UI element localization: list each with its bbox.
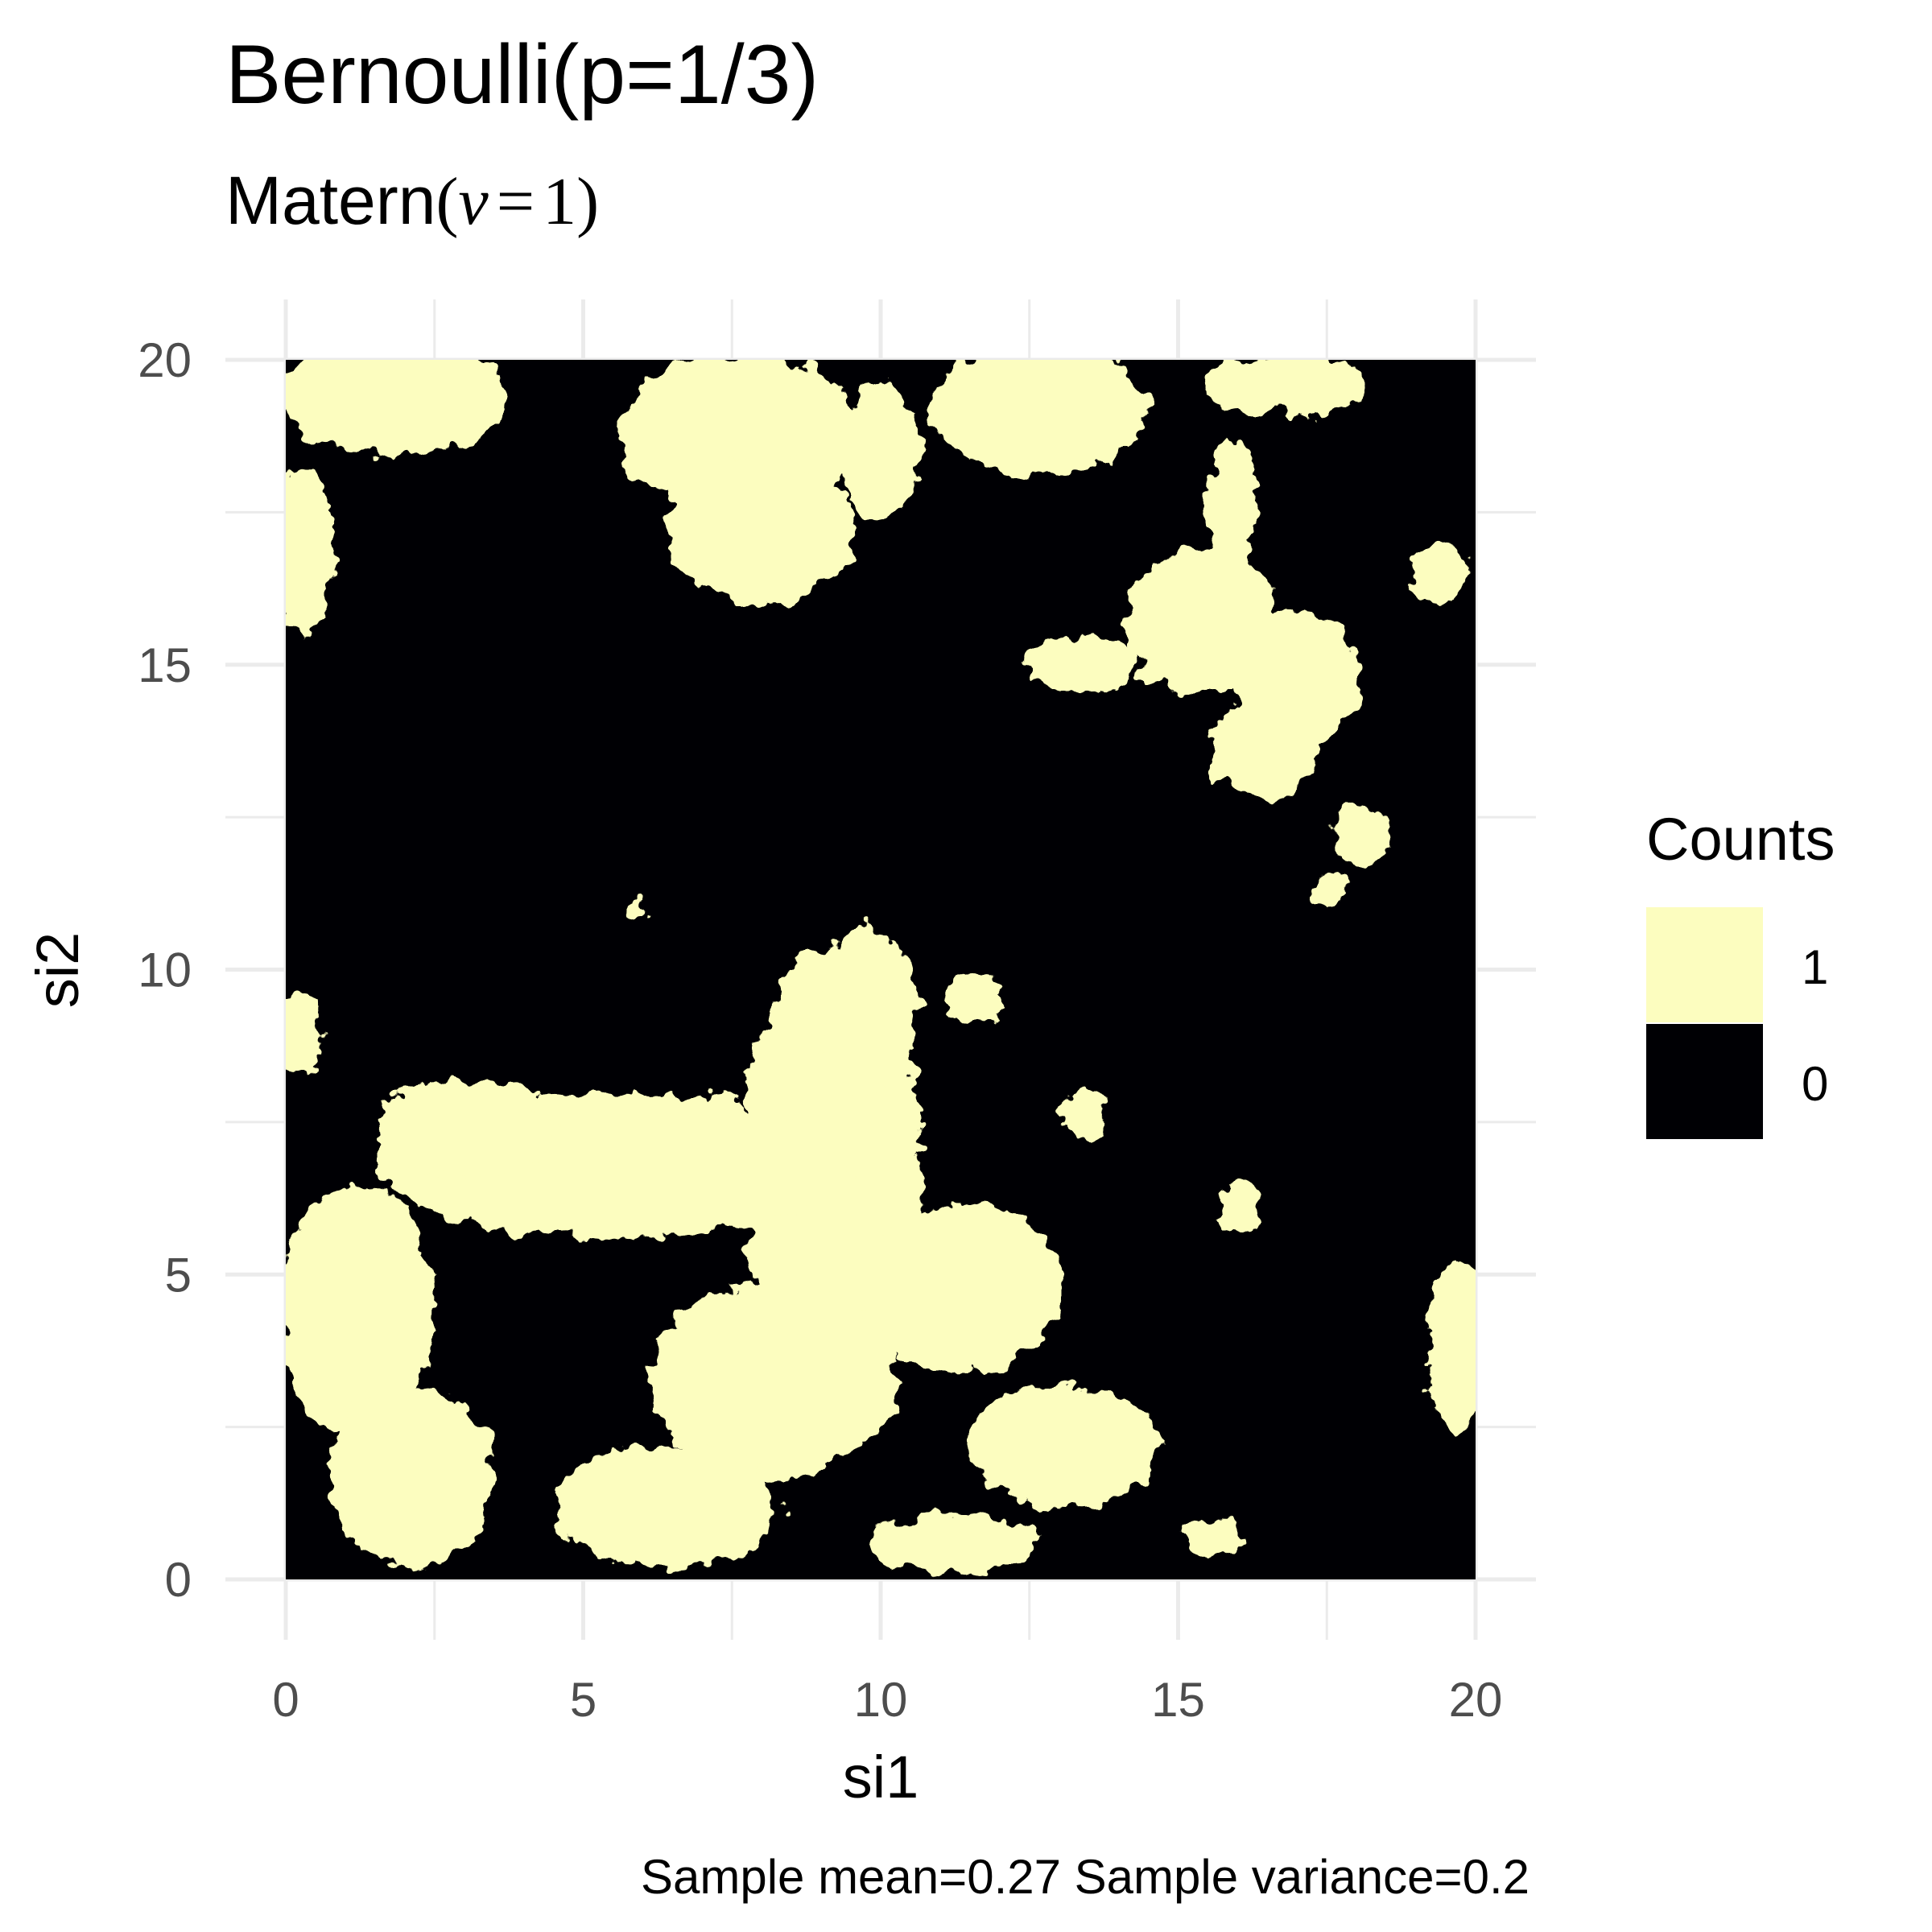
plot-panel: [286, 360, 1476, 1579]
x-tick-label: 10: [854, 1673, 908, 1727]
region-right-center-dot: [946, 976, 1006, 1025]
region-top-right-small: [1202, 360, 1368, 415]
chart-caption: Sample mean=0.27 Sample variance=0.2: [641, 1850, 1530, 1904]
region-right-edge-lower: [1427, 1262, 1476, 1434]
legend-swatch-0: [1646, 1024, 1763, 1139]
region-lower-right-foot: [869, 1512, 1036, 1574]
region-lower-center-ridge: [648, 1280, 899, 1476]
region-top-left-blob: [286, 360, 506, 458]
region-top-center-blob-c: [839, 384, 923, 518]
legend-label-1: 1: [1802, 940, 1828, 994]
region-right-center-small: [1059, 1092, 1107, 1141]
region-bottom-left-blob: [286, 1183, 435, 1439]
chart-title: Bernoulli(p=1/3): [225, 28, 819, 122]
y-axis-title: si2: [24, 932, 91, 1009]
region-lower-center-foot: [553, 1445, 780, 1567]
region-bottom-right-small: [1183, 1518, 1244, 1555]
x-axis-title: si1: [843, 1744, 919, 1810]
y-tick-label: 10: [138, 943, 192, 997]
y-tick-label: 15: [138, 638, 192, 692]
region-left-edge-upper: [286, 463, 334, 634]
region-center-dot: [625, 896, 649, 921]
y-tick-label: 0: [165, 1553, 192, 1607]
region-center-left-top: [374, 1079, 554, 1178]
y-tick-label: 20: [138, 333, 192, 387]
region-far-right-blob: [1410, 543, 1470, 604]
y-tick-label: 5: [165, 1248, 192, 1302]
chart-subtitle: Matern(ν = 1): [225, 163, 599, 239]
region-left-edge-mid: [286, 993, 322, 1080]
region-right-small-dot: [1309, 872, 1345, 909]
region-right-small-lobe: [1332, 804, 1393, 866]
region-center-main-top: [821, 927, 917, 1098]
x-tick-label: 0: [272, 1673, 299, 1727]
legend-swatch-1: [1646, 907, 1763, 1022]
y-axis-ticks: 0 5 10 15 20: [138, 333, 192, 1607]
region-top-center-blob-b: [666, 457, 857, 604]
x-tick-label: 20: [1449, 1673, 1503, 1727]
region-center-lower-right: [851, 1201, 1066, 1373]
region-top-right-blob: [934, 360, 1149, 476]
legend-label-0: 0: [1802, 1057, 1828, 1111]
x-tick-label: 15: [1151, 1673, 1205, 1727]
x-tick-label: 5: [570, 1673, 597, 1727]
region-bottom-left-lower: [327, 1384, 494, 1567]
region-lower-right-arm: [969, 1384, 1161, 1507]
x-axis-ticks: 0 5 10 15 20: [272, 1673, 1502, 1727]
region-right-middle-lobe: [1208, 701, 1315, 799]
region-right-middle-arm: [1029, 634, 1137, 696]
region-right-center-blob: [1216, 1179, 1259, 1236]
field-value-1-regions: [286, 360, 1476, 1574]
region-right-column-neck: [1208, 439, 1256, 574]
legend-title: Counts: [1646, 806, 1835, 873]
